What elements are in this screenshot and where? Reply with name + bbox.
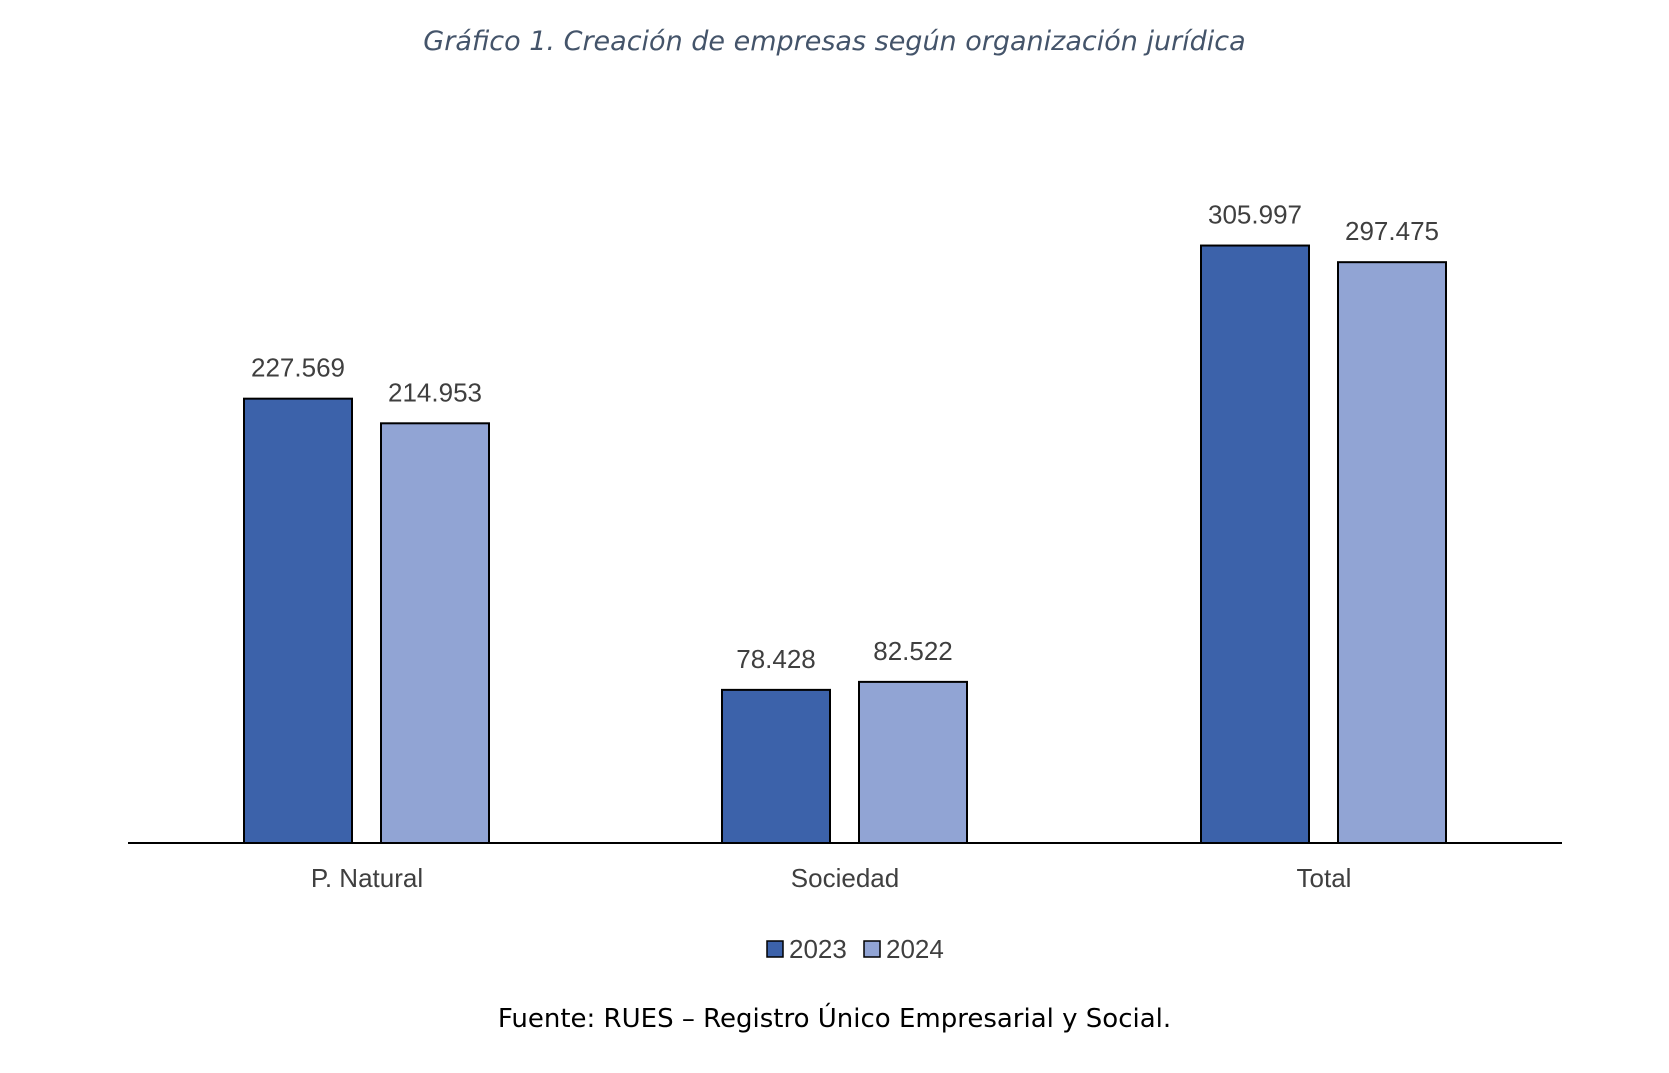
data-label-2024-2: 297.475 — [1345, 216, 1439, 246]
legend-swatch-2024 — [863, 940, 881, 958]
data-labels-layer: 227.569 214.953 78.428 82.522 305.997 297.475 — [251, 200, 1439, 674]
bars-layer — [243, 244, 1447, 845]
category-label-0: P. Natural — [311, 863, 423, 893]
bar-2023-0 — [243, 397, 353, 844]
data-label-2024-1: 82.522 — [873, 636, 953, 666]
data-label-2024-0: 214.953 — [388, 377, 482, 407]
data-label-2023-2: 305.997 — [1208, 200, 1302, 230]
legend-swatch-2023 — [766, 940, 784, 958]
chart-title: Gráfico 1. Creación de empresas según or… — [423, 26, 1246, 57]
legend-label-2024: 2024 — [886, 934, 944, 964]
bar-2024-1 — [858, 680, 968, 844]
bar-2023-2 — [1200, 244, 1310, 845]
legend-label-2023: 2023 — [789, 934, 847, 964]
bar-2024-0 — [380, 422, 490, 844]
bar-2024-2 — [1337, 261, 1447, 844]
category-labels-layer: P. Natural Sociedad Total — [311, 863, 1352, 893]
chart-source: Fuente: RUES – Registro Único Empresaria… — [497, 1004, 1172, 1034]
category-label-2: Total — [1297, 863, 1352, 893]
data-label-2023-0: 227.569 — [251, 353, 345, 383]
data-label-2023-1: 78.428 — [736, 644, 816, 674]
category-label-1: Sociedad — [791, 863, 899, 893]
legend: 2023 2024 — [766, 934, 944, 964]
bar-2023-1 — [721, 688, 831, 844]
